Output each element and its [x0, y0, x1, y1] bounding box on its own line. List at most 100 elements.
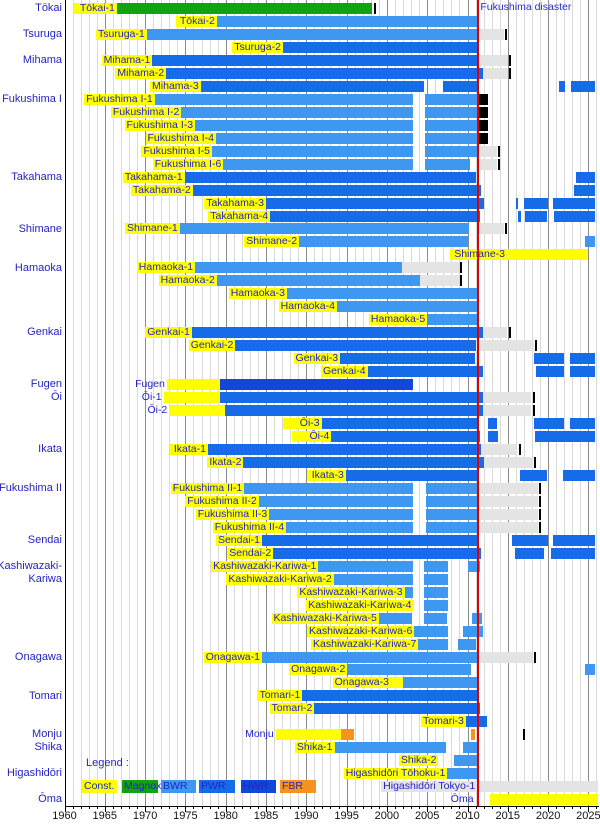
reactor-label: Mihama-2: [115, 66, 167, 79]
bar-segment: [462, 742, 478, 754]
bar-segment: [423, 586, 449, 598]
bar-segment: [423, 599, 449, 611]
bar-segment: [424, 106, 478, 118]
bar-segment: [216, 15, 478, 27]
bar-segment: [515, 197, 519, 209]
bar-segment: [425, 495, 478, 507]
bar-segment: [470, 729, 475, 741]
reactor-label: Ōi-3: [297, 417, 322, 430]
bar-segment: [569, 353, 595, 365]
bar-segment: [484, 456, 533, 468]
bar-segment: [223, 158, 413, 170]
bar-segment: [477, 651, 532, 663]
decommission-tick: [534, 456, 537, 468]
decommission-tick: [505, 28, 508, 40]
reactor-label: Tomari-3: [421, 715, 466, 728]
axis-tick-minor: [330, 806, 332, 809]
bar-segment: [467, 560, 480, 572]
axis-year-label: 1965: [92, 810, 118, 822]
grid-line-year: [88, 0, 90, 806]
reactor-label: Fukushima II-4: [212, 520, 287, 533]
grid-line-major: [588, 0, 590, 806]
bar-segment: [477, 119, 489, 131]
reactor-label: Kashiwazaki-Kariwa-3: [297, 585, 405, 598]
bar-segment: [331, 431, 481, 442]
grid-line-year: [153, 0, 155, 806]
axis-tick-major: [185, 806, 187, 812]
reactor-label: Genkai-4: [320, 365, 368, 378]
station-label: Onagawa: [14, 650, 62, 663]
bar-segment: [427, 314, 478, 326]
bar-segment: [482, 405, 532, 417]
bar-segment: [569, 366, 595, 378]
bar-segment: [419, 275, 459, 287]
decommission-tick: [539, 508, 542, 520]
reactor-label: Genkai-1: [145, 326, 192, 339]
reactor-label: Fukushima I-4: [145, 131, 217, 144]
bar-segment: [321, 418, 478, 430]
bar-segment: [585, 236, 595, 248]
grid-line-year: [72, 0, 74, 806]
bar-segment: [447, 768, 478, 780]
axis-tick-minor: [580, 806, 582, 809]
bar-segment: [269, 508, 413, 520]
bar-segment: [184, 171, 477, 183]
bar-segment: [535, 431, 595, 442]
decommission-tick: [539, 482, 542, 494]
decommission-tick: [460, 275, 463, 287]
axis-tick-major: [104, 806, 106, 812]
bar-segment: [552, 197, 595, 209]
bar-segment: [286, 521, 413, 533]
axis-tick-minor: [120, 806, 122, 809]
bar-segment: [211, 145, 413, 157]
bar-segment: [463, 625, 483, 637]
bar-segment: [571, 80, 595, 92]
decommission-tick: [509, 54, 512, 66]
axis-year-label: 2015: [495, 810, 521, 822]
bar-segment: [423, 560, 449, 572]
bar-segment: [216, 132, 413, 144]
grid-line-year: [128, 0, 130, 806]
reactor-label: Tomari-2: [269, 702, 315, 715]
reactor-label: Kashiwazaki-Kariwa-5: [271, 611, 379, 624]
reactor-label: Fukushima II-3: [195, 507, 270, 520]
bar-segment: [275, 729, 341, 741]
axis-tick-major: [467, 806, 469, 812]
bar-segment: [116, 3, 373, 14]
bar-segment: [471, 612, 482, 624]
legend-chip-label: Magnox: [124, 780, 162, 792]
axis-tick-minor: [193, 806, 195, 809]
axis-tick-minor: [137, 806, 139, 809]
axis-tick-minor: [411, 806, 413, 809]
bar-segment: [585, 664, 595, 676]
reactor-label: Shika-1: [294, 741, 335, 754]
grid-line-year: [531, 0, 533, 806]
decommission-tick: [523, 729, 526, 741]
bar-segment: [476, 340, 534, 352]
axis-year-label: 1975: [173, 810, 198, 822]
axis-tick-minor: [394, 806, 396, 809]
grid-line-year: [540, 0, 542, 806]
grid-line-year: [96, 0, 98, 806]
grid-line-year: [80, 0, 82, 806]
axis-tick-minor: [435, 806, 437, 809]
bar-segment: [424, 132, 478, 144]
bar-segment: [154, 93, 413, 105]
reactor-label: Tōkai-2: [179, 14, 215, 27]
axis-tick-minor: [491, 806, 493, 809]
reactor-label: Fukushima II-1: [170, 481, 245, 494]
bar-segment: [477, 521, 538, 533]
bar-segment: [443, 80, 479, 92]
bar-segment: [425, 482, 478, 494]
bar-segment: [477, 158, 497, 170]
bar-segment: [515, 547, 545, 559]
axis-tick-minor: [556, 806, 558, 809]
bar-segment: [270, 210, 481, 222]
bar-segment: [334, 742, 446, 754]
bar-segment: [200, 80, 424, 92]
bar-segment: [425, 508, 478, 520]
station-label: Higashidōri: [6, 767, 62, 780]
legend-chip: [280, 780, 316, 793]
bar-segment: [477, 781, 599, 793]
bar-segment: [477, 132, 489, 144]
